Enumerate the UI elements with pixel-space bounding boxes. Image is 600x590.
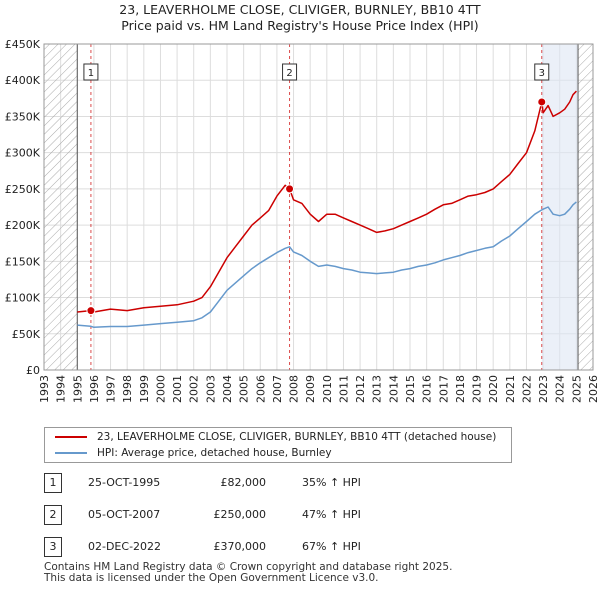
transaction-price: £250,000 [213,508,267,521]
transaction-hpi-change: 47% ↑ HPI [302,508,361,521]
property-price-line [77,90,577,313]
transaction-hpi-change: 67% ↑ HPI [302,540,361,553]
transaction-date: 05-OCT-2007 [88,508,161,521]
x-tick-label: 1998 [121,375,134,403]
x-tick-label: 2014 [387,375,400,403]
x-tick-label: 2013 [371,375,384,403]
x-tick-label: 2004 [221,375,234,403]
x-tick-label: 2024 [554,375,567,403]
x-tick-label: 1994 [55,375,68,403]
x-tick-label: 2021 [504,375,517,403]
transaction-label-box [282,63,298,81]
legend-label-property: 23, LEAVERHOLME CLOSE, CLIVIGER, BURNLEY… [97,431,497,443]
x-tick-label: 1996 [88,375,101,403]
y-tick-label: £300K [5,147,41,160]
x-tick-label: 2003 [204,375,217,403]
x-tick-label: 2000 [154,375,167,403]
x-tick-label: 1999 [138,375,151,403]
plot-border [43,43,594,371]
transaction-point [285,184,295,194]
x-tick-label: 2001 [171,375,184,403]
x-tick-label: 2011 [337,375,350,403]
transaction-point [537,97,547,107]
y-tick-label: £0 [26,364,40,377]
chart-title-line-2: Price paid vs. HM Land Registry's House … [121,18,479,33]
x-tick-label: 2007 [271,375,284,403]
x-tick-label: 2022 [520,375,533,403]
price-chart: £0 £50K £100K £150K £200K £250K £300K £350K £400… [5,38,600,403]
transaction-price: £82,000 [220,476,267,489]
x-tick-label: 2009 [304,375,317,403]
y-tick-label: £400K [5,74,41,87]
x-tick-label: 1997 [105,375,118,403]
transaction-date: 25-OCT-1995 [88,476,161,489]
legend-swatch-hpi [55,452,87,454]
hpi-line [77,201,577,329]
transaction-hpi-change: 35% ↑ HPI [302,476,361,489]
x-tick-label: 2018 [454,375,467,403]
legend-label-hpi: HPI: Average price, detached house, Burn… [97,447,332,459]
transaction-label-box [83,63,99,81]
transaction-label: 2 [286,68,292,79]
x-tick-label: 2020 [487,375,500,403]
x-tick-label: 2023 [537,375,550,403]
x-tick-label: 2017 [437,375,450,403]
hatched-range [578,44,593,370]
licence-notice: This data is licensed under the Open Gov… [44,572,379,584]
x-tick-label: 1993 [38,375,51,403]
transaction-date: 02-DEC-2022 [88,540,162,553]
x-tick-label: 2026 [587,375,600,403]
transaction-label: 3 [539,68,545,79]
legend: 23, LEAVERHOLME CLOSE, CLIVIGER, BURNLEY… [44,427,512,463]
y-tick-label: £100K [5,292,41,305]
legend-swatch-property [55,436,87,438]
y-tick-label: £350K [5,110,41,123]
x-tick-label: 2019 [471,375,484,403]
transaction-row: 2 05-OCT-2007 £250,000 47% ↑ HPI [44,505,514,527]
transaction-point [86,306,96,316]
y-tick-label: £50K [12,328,41,341]
copyright-notice: Contains HM Land Registry data © Crown c… [44,561,453,573]
x-tick-label: 2002 [188,375,201,403]
transaction-row: 1 25-OCT-1995 £82,000 35% ↑ HPI [44,473,514,495]
x-tick-label: 2016 [421,375,434,403]
x-tick-label: 1995 [71,375,84,403]
x-tick-label: 2008 [288,375,301,403]
transaction-marker-badge: 1 [44,473,62,493]
x-tick-label: 2006 [254,375,267,403]
chart-title-line-1: 23, LEAVERHOLME CLOSE, CLIVIGER, BURNLEY… [119,2,481,17]
transaction-marker-badge: 2 [44,505,62,525]
plot-area [44,44,593,370]
x-tick-label: 2025 [570,375,583,403]
y-tick-label: £450K [5,38,41,51]
y-tick-label: £150K [5,255,41,268]
x-tick-label: 2010 [321,375,334,403]
y-tick-label: £250K [5,183,41,196]
transaction-price: £370,000 [213,540,267,553]
hatched-range [44,44,78,370]
transaction-label-box [534,63,550,81]
transaction-label: 1 [88,68,94,79]
x-tick-label: 2015 [404,375,417,403]
transaction-marker-badge: 3 [44,537,62,557]
transaction-row: 3 02-DEC-2022 £370,000 67% ↑ HPI [44,537,514,559]
x-tick-label: 2005 [238,375,251,403]
y-tick-label: £200K [5,219,41,232]
x-tick-label: 2012 [354,375,367,403]
